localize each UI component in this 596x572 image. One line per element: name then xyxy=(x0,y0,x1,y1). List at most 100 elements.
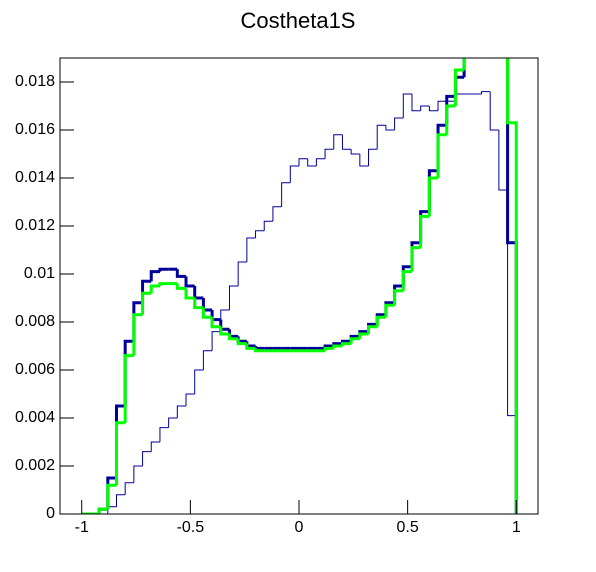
histogram-bin xyxy=(254,346,265,350)
histogram-bin xyxy=(141,291,152,315)
histogram-bin xyxy=(227,334,239,341)
histogram-bin xyxy=(462,58,466,70)
histogram-bin xyxy=(124,482,134,495)
histogram-bin xyxy=(175,269,187,278)
histogram-bin xyxy=(333,134,343,150)
histogram-bin xyxy=(168,417,178,428)
histogram-bin xyxy=(410,246,421,272)
histogram-bin xyxy=(350,149,360,155)
histogram-bin xyxy=(332,344,343,349)
histogram-bin xyxy=(263,220,273,231)
histogram-bin xyxy=(340,342,352,346)
histogram-bin xyxy=(236,338,247,346)
histogram-bin xyxy=(401,270,412,291)
histogram-bin xyxy=(489,91,499,131)
histogram-bin xyxy=(402,93,412,118)
histogram-bin xyxy=(367,325,378,334)
histogram-bin xyxy=(132,313,143,356)
histogram-bin xyxy=(159,427,169,442)
y-tick-label: 0.008 xyxy=(15,313,55,330)
histogram-bin xyxy=(255,230,265,238)
histogram-bin xyxy=(115,494,126,507)
histogram-bin xyxy=(219,326,230,336)
y-tick-label: 0.004 xyxy=(15,409,55,426)
histogram-bin xyxy=(376,124,386,150)
histogram-bin xyxy=(185,393,195,406)
histogram-bin xyxy=(175,283,187,290)
histogram-bin xyxy=(436,133,447,178)
histogram-bin xyxy=(210,317,221,329)
y-tick-label: 0.016 xyxy=(15,121,55,138)
histogram-bin xyxy=(237,261,247,286)
histogram-bin xyxy=(281,182,291,207)
histogram-bin xyxy=(184,276,195,288)
histogram-bin xyxy=(394,117,404,130)
y-tick-label: 0.006 xyxy=(15,361,55,378)
y-tick-label: 0 xyxy=(46,505,55,522)
histogram-bin xyxy=(289,165,299,183)
histogram-bin xyxy=(445,104,456,135)
histogram-bin xyxy=(420,105,430,111)
histogram-bin xyxy=(158,282,169,286)
histogram-bin xyxy=(506,58,518,514)
histogram-bin xyxy=(437,100,447,111)
histogram-bin xyxy=(298,158,308,166)
histogram-bin xyxy=(149,270,160,282)
histogram-bin xyxy=(481,91,491,94)
histogram-bin xyxy=(123,354,134,423)
x-tick-label: 0.5 xyxy=(397,519,419,536)
x-tick-label: 0 xyxy=(295,519,304,536)
histogram-bin xyxy=(341,134,352,150)
histogram-bin xyxy=(194,369,204,394)
histogram-bin xyxy=(375,315,386,327)
y-tick-label: 0.012 xyxy=(15,217,55,234)
histogram-bin xyxy=(384,303,395,318)
y-tick-label: 0.018 xyxy=(15,73,55,90)
histogram-bin xyxy=(254,348,265,353)
frame xyxy=(59,57,539,515)
x-tick-label: -0.5 xyxy=(177,519,205,536)
histogram-bin xyxy=(428,106,439,112)
histogram-bin xyxy=(427,176,439,217)
histogram-bin xyxy=(193,286,204,300)
histogram-bin xyxy=(114,421,126,486)
histogram-bin xyxy=(97,507,108,514)
histogram-bin xyxy=(359,154,369,167)
histogram-bin xyxy=(349,337,360,344)
histogram-bin xyxy=(419,214,430,248)
histogram-bin xyxy=(272,206,282,222)
chart-title: Costheta1S xyxy=(241,8,356,33)
histogram-bin xyxy=(324,148,334,159)
histogram-bin xyxy=(202,350,213,370)
histogram-bin xyxy=(133,465,143,483)
histogram-bin xyxy=(211,331,221,351)
histogram-bin xyxy=(462,58,466,78)
histogram-bin xyxy=(358,332,369,339)
histogram-bin xyxy=(385,125,395,131)
histogram-bin xyxy=(184,288,195,300)
histogram-bin xyxy=(411,94,421,112)
histogram-bin xyxy=(246,237,256,262)
histogram-bin xyxy=(142,451,152,466)
histogram-bin xyxy=(106,483,117,510)
x-tick-label: 1 xyxy=(512,519,521,536)
histogram-bin xyxy=(245,343,256,350)
histogram-bin xyxy=(176,405,187,418)
histogram-bin xyxy=(158,267,169,272)
histogram-bin xyxy=(149,284,160,294)
y-tick-label: 0.002 xyxy=(15,457,55,474)
histogram-bin xyxy=(473,10,482,34)
histogram-bin xyxy=(490,10,499,34)
histogram-bin xyxy=(498,130,508,191)
histogram-bin xyxy=(150,441,160,452)
plot-area xyxy=(81,10,518,514)
y-tick-label: 0.014 xyxy=(15,169,55,186)
histogram-bin xyxy=(323,346,334,351)
histogram-bin xyxy=(228,285,239,310)
histogram-bin xyxy=(307,158,317,167)
histogram-bin xyxy=(453,68,465,106)
x-tick-label: -1 xyxy=(75,519,89,536)
y-tick-label: 0.01 xyxy=(24,265,55,282)
histogram-bin xyxy=(368,148,378,166)
